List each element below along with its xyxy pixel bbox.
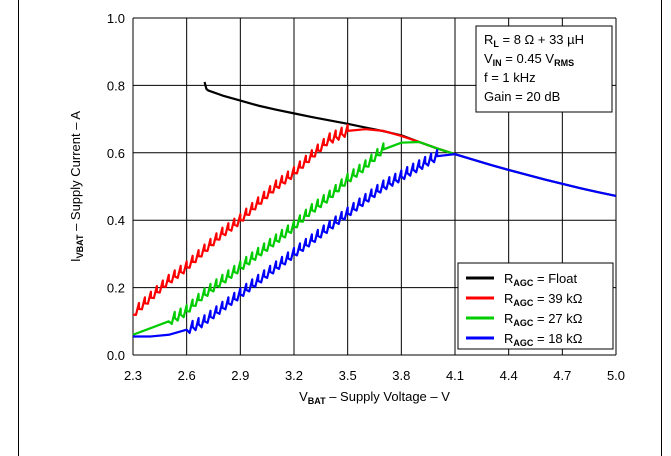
legend-label-3: RAGC = 18 kΩ — [504, 331, 583, 348]
condition-label: VIN = 0.45 VRMS — [484, 51, 574, 68]
x-tick-label: 2.3 — [124, 368, 142, 383]
figure-frame — [18, 0, 662, 456]
x-tick-label: 5.0 — [607, 368, 625, 383]
y-tick-label: 0.0 — [107, 348, 125, 363]
conditions-box — [475, 25, 613, 113]
condition-label: RL = 8 Ω + 33 µH — [484, 32, 584, 49]
x-tick-label: 4.4 — [500, 368, 518, 383]
series-line-1 — [132, 123, 456, 317]
y-tick-label: 0.2 — [107, 281, 125, 296]
x-tick-label: 3.2 — [285, 368, 303, 383]
x-axis-label: VBAT – Supply Voltage – V — [299, 389, 450, 406]
y-axis-label: IVBAT – Supply Current – A — [68, 111, 85, 262]
series-line-2 — [132, 140, 456, 336]
legend-label-0: RAGC = Float — [504, 271, 577, 288]
legend-label-1: RAGC = 39 kΩ — [504, 291, 583, 308]
x-tick-label: 3.8 — [392, 368, 410, 383]
condition-label: Gain = 20 dB — [484, 89, 560, 104]
x-tick-label: 2.9 — [231, 368, 249, 383]
y-tick-label: 0.6 — [107, 146, 125, 161]
legend-label-2: RAGC = 27 kΩ — [504, 311, 583, 328]
x-tick-label: 2.6 — [178, 368, 196, 383]
series-line-3 — [133, 149, 617, 338]
x-tick-label: 4.1 — [446, 368, 464, 383]
condition-label: f = 1 kHz — [484, 70, 536, 85]
y-tick-label: 0.4 — [107, 213, 125, 228]
x-tick-label: 3.5 — [339, 368, 357, 383]
y-tick-label: 0.8 — [107, 78, 125, 93]
y-tick-label: 1.0 — [107, 11, 125, 26]
x-tick-label: 4.7 — [553, 368, 571, 383]
